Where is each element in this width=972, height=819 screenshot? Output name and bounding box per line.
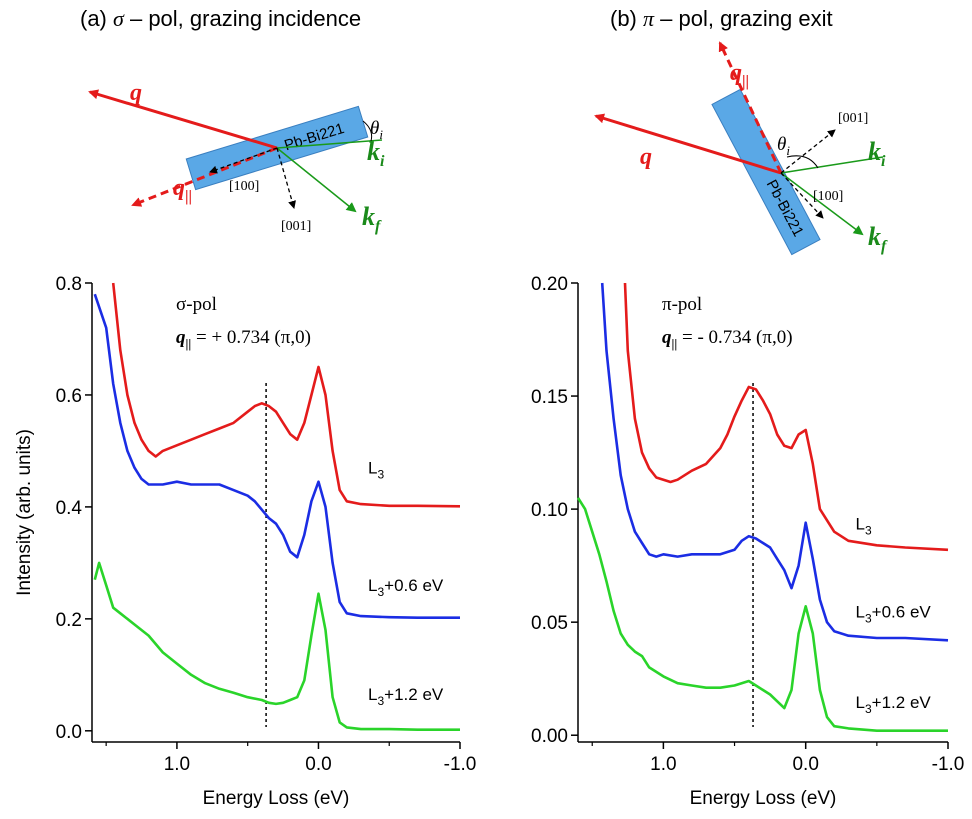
dir-100-label: [100] (229, 179, 259, 194)
panel-a-title: (a) σ – pol, grazing incidence (80, 6, 361, 32)
y-tick-label: 0.4 (56, 498, 83, 519)
kf-label: kf (868, 222, 888, 255)
series-label: L3+0.6 eV (368, 576, 444, 599)
geometry-diagram-a: Pb-Bi221 q q|| θi ki kf [100] [001] (88, 80, 385, 235)
x-tick-label: 0.0 (792, 754, 818, 775)
polarization-annotation: σ-pol (176, 294, 217, 315)
title-symbol: σ (113, 6, 124, 31)
x-tick-label: -1.0 (444, 754, 477, 775)
x-axis-label: Energy Loss (eV) (690, 788, 837, 809)
dir-100-arrow (209, 147, 278, 174)
q-label: q (640, 144, 652, 170)
title-suffix: – pol, grazing incidence (123, 6, 362, 31)
q-vector-arrow (594, 113, 782, 175)
chart-panel-b: 1.0 0.0 -1.0 0.00 0.05 0.10 0.15 0.20 Energy Los… (531, 274, 964, 809)
ki-line (780, 156, 884, 174)
y-tick-label: 0.20 (531, 274, 568, 295)
geometry-diagram-b: Pb-Bi221 q q|| θi ki kf [001] [100] (594, 41, 888, 256)
ki-line (276, 139, 383, 149)
sample-slab (711, 88, 821, 256)
series-line (93, 293, 460, 619)
series-label: L3+1.2 eV (368, 685, 444, 708)
theta-label: θi (777, 134, 790, 158)
dir-100-label: [100] (813, 189, 843, 204)
dir-001-label: [001] (281, 219, 311, 234)
q-parallel-arrow (718, 41, 783, 174)
series-line (111, 282, 461, 508)
kf-arrow (276, 147, 357, 213)
polarization-annotation: π-pol (662, 294, 702, 315)
y-tick-label: 0.10 (531, 500, 568, 521)
panel-b-title: (b) π – pol, grazing exit (610, 6, 833, 32)
x-tick-label: 0.0 (305, 754, 331, 775)
x-axis-label: Energy Loss (eV) (203, 788, 350, 809)
y-tick-label: 0.2 (56, 610, 82, 631)
series-line (623, 282, 949, 552)
y-tick-label: 0.6 (56, 386, 82, 407)
title-symbol: π (643, 6, 655, 31)
x-tick-label: -1.0 (932, 754, 965, 775)
dir-001-label: [001] (838, 111, 868, 126)
q-parallel-annotation: q|| = - 0.734 (π,0) (662, 327, 793, 351)
y-tick-label: 0.00 (531, 726, 568, 747)
series-line (576, 497, 948, 732)
kf-label: kf (362, 202, 382, 235)
y-tick-label: 0.15 (531, 387, 568, 408)
series-line (93, 561, 460, 731)
y-axis-label: Intensity (arb. units) (14, 429, 35, 596)
q-label: q (130, 80, 142, 106)
kf-arrow (780, 172, 864, 236)
series-label: L3 (856, 514, 872, 537)
x-tick-label: 1.0 (650, 754, 676, 775)
theta-arc (786, 155, 819, 169)
chart-panel-a: 1.0 0.0 -1.0 0.0 0.2 0.4 0.6 0.8 Energy Loss (eV… (14, 274, 476, 809)
q-parallel-annotation: q|| = + 0.734 (π,0) (176, 327, 311, 351)
series-line (600, 282, 949, 642)
x-tick-label: 1.0 (164, 754, 190, 775)
series-label: L3 (368, 458, 384, 481)
q-parallel-label: q|| (173, 175, 192, 205)
y-tick-label: 0.0 (56, 722, 82, 743)
theta-arc (362, 120, 373, 142)
title-suffix: – pol, grazing exit (654, 6, 833, 31)
q-vector-arrow (88, 89, 278, 150)
title-prefix: (b) (610, 6, 643, 31)
q-parallel-label: q|| (730, 60, 749, 90)
dir-100-arrow (780, 172, 824, 219)
y-tick-label: 0.05 (531, 613, 568, 634)
ki-label: ki (868, 137, 886, 170)
series-label: L3+0.6 eV (856, 603, 932, 626)
dir-001-arrow (276, 147, 296, 209)
y-tick-label: 0.8 (56, 274, 82, 295)
title-prefix: (a) (80, 6, 113, 31)
dir-001-arrow (780, 129, 836, 174)
series-label: L3+1.2 eV (856, 693, 932, 716)
